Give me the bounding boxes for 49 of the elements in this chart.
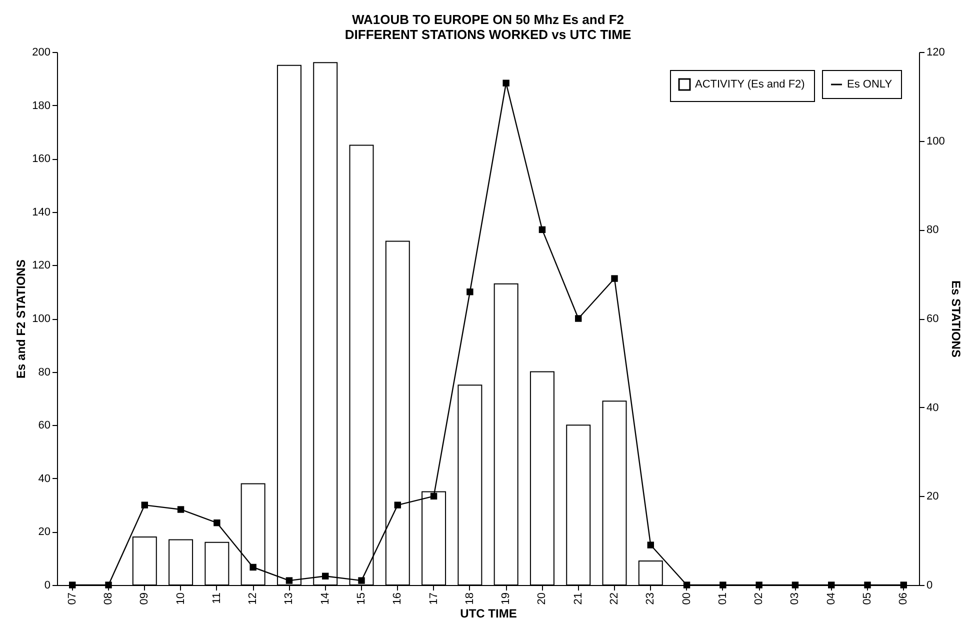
- y-tick-label: 120: [32, 260, 50, 272]
- x-axis-title: UTC TIME: [460, 606, 517, 621]
- x-tick-label: 03: [789, 592, 802, 605]
- x-tick-label: 14: [319, 592, 332, 605]
- x-tick-label: 00: [680, 592, 693, 605]
- y2-tick-label: 40: [926, 402, 939, 414]
- x-tick-label: 20: [536, 592, 548, 605]
- x-tick-label: 23: [644, 592, 657, 605]
- x-tick-label: 22: [608, 592, 620, 605]
- legend-label: Es ONLY: [847, 78, 893, 90]
- y-tick-label: 60: [38, 420, 50, 432]
- y2-tick-label: 80: [926, 224, 939, 236]
- text: DIFFERENT STATIONS WORKED vs UTC TIME: [344, 27, 632, 42]
- x-tick-label: 09: [138, 592, 151, 605]
- y-tick-label: 100: [32, 313, 50, 325]
- y-tick-label: 200: [32, 46, 50, 58]
- x-tick-label: 12: [247, 592, 260, 605]
- x-tick-label: 18: [464, 592, 476, 605]
- y-tick-label: 180: [32, 100, 50, 112]
- y-tick-label: 140: [32, 206, 50, 218]
- x-tick-label: 06: [898, 592, 910, 605]
- y2-tick-label: 0: [926, 580, 933, 592]
- y2-tick-label: 60: [926, 313, 939, 325]
- x-tick-label: 13: [283, 592, 296, 605]
- x-tick-label: 08: [102, 592, 115, 605]
- x-tick-label: 19: [500, 592, 512, 605]
- x-tick-label: 07: [66, 592, 78, 605]
- x-tick-label: 05: [861, 592, 874, 605]
- x-tick-label: 01: [716, 592, 729, 605]
- y2-tick-label: 20: [926, 490, 939, 503]
- y-tick-label: 40: [38, 472, 50, 485]
- y-tick-label: 160: [32, 153, 50, 166]
- x-tick-label: 02: [753, 592, 766, 605]
- x-tick-label: 04: [825, 592, 838, 605]
- y-axis-title: Es and F2 STATIONS: [14, 260, 28, 378]
- x-tick-label: 16: [392, 592, 404, 605]
- y-tick-label: 80: [38, 366, 50, 378]
- y2-axis-title: Es STATIONS: [948, 280, 963, 358]
- x-tick-label: 11: [210, 592, 223, 604]
- y-tick-label: 0: [44, 580, 50, 592]
- x-tick-label: 10: [174, 592, 187, 605]
- x-tick-label: 15: [356, 592, 368, 605]
- x-tick-label: 21: [572, 592, 584, 605]
- x-tick-label: 17: [428, 592, 440, 605]
- text: WA1OUB TO EUROPE ON 50 Mhz Es and F2: [352, 12, 624, 27]
- legend-label: ACTIVITY (Es and F2): [695, 78, 805, 90]
- y2-tick-label: 100: [926, 135, 945, 148]
- y2-tick-label: 120: [926, 46, 945, 58]
- y-tick-label: 20: [38, 526, 50, 538]
